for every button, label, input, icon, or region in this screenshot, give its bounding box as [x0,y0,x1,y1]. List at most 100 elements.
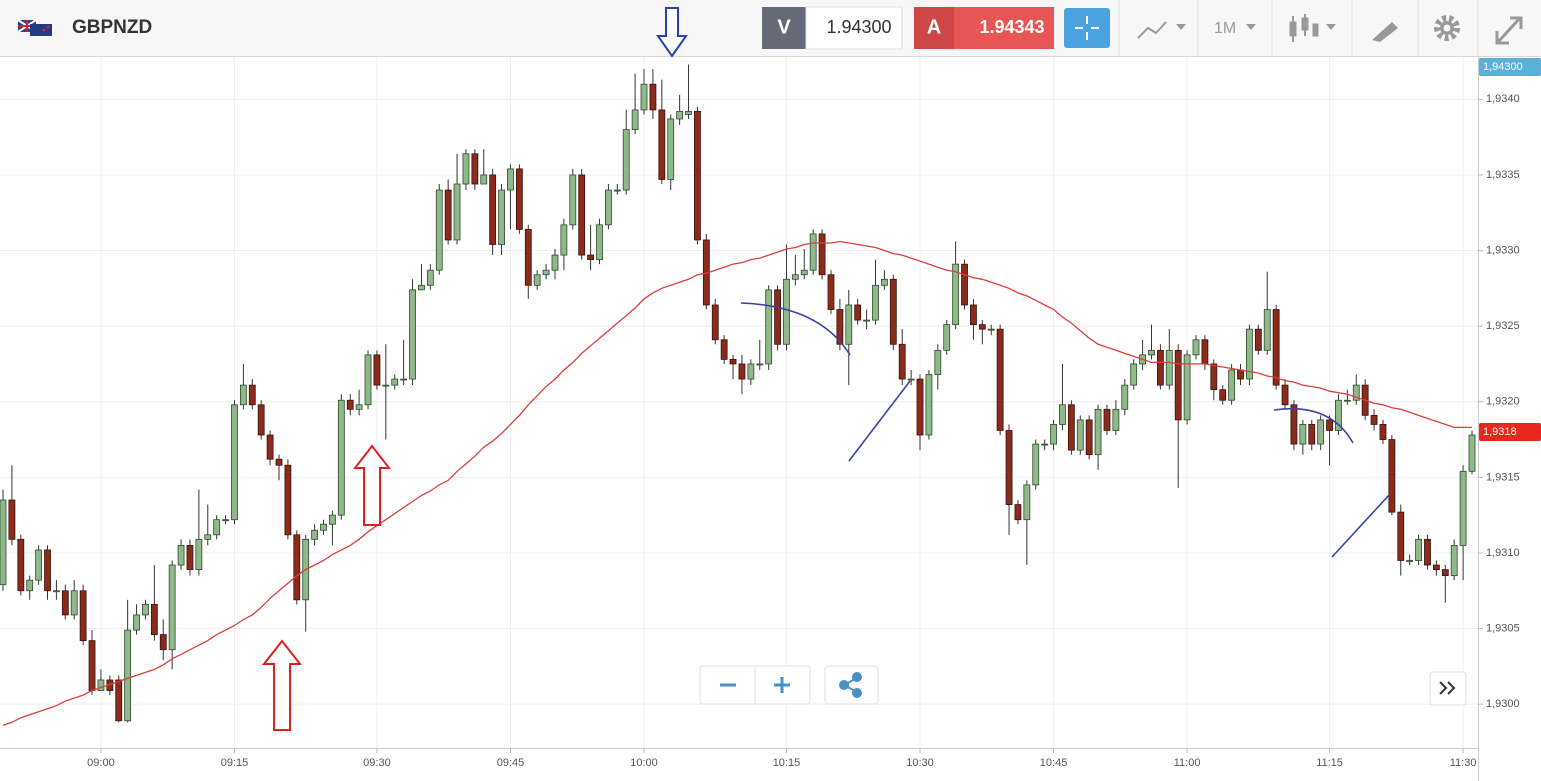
candle-body [346,399,354,410]
candle-body [150,603,158,635]
moving-average-line [2,240,1472,726]
candle-body [1183,354,1191,421]
candle-body [605,189,612,226]
candle-body [1379,424,1387,440]
candle-body [284,464,292,536]
candle-body [925,374,933,436]
candle-body [907,378,915,381]
candle-body [1432,564,1440,570]
candle-body [1290,404,1298,445]
x-tick-label: 10:45 [1040,757,1068,769]
candle-body [364,354,372,406]
candle-body [889,278,897,345]
y-tick-label: 1,9340 [1486,93,1520,105]
candle-body [382,384,390,387]
candle-body [631,109,639,130]
candle-body [524,228,532,286]
zoom-in-button[interactable] [774,677,790,693]
bid-label: V [777,16,791,38]
candle-body [1263,309,1271,351]
candle-body [1050,424,1057,445]
candle-body [1085,419,1093,456]
timeframe[interactable]: 1M [1214,20,1236,37]
y-tick-label: 1,9300 [1486,698,1520,710]
candle-body [453,183,461,241]
draw-button[interactable] [1372,22,1398,42]
candle-body [133,614,140,631]
candle-body [1023,484,1031,521]
moving-average [2,240,1472,726]
candle-body [97,679,105,691]
candle-body [551,254,559,271]
candle-body [622,129,630,191]
candle-body [1228,369,1236,401]
candle-body [1076,419,1084,451]
candle-body [916,378,924,436]
x-tick-label: 09:15 [221,757,249,769]
candle-body [1370,414,1378,425]
chart-type-button[interactable] [1137,21,1186,39]
candle-body [943,324,951,351]
candle-body [79,590,87,642]
candle-body [222,519,229,522]
candle-body [658,109,666,180]
candle-body [934,349,942,375]
candle-body [800,269,808,276]
candle-body [1165,349,1173,386]
candle-body [1254,328,1262,351]
candle-body [61,590,69,616]
flag-icon [17,19,52,36]
candle-body [640,83,648,111]
settings-button[interactable] [1434,15,1460,41]
candles-button[interactable] [1289,14,1336,42]
candle-body [569,174,577,226]
y-tick-label: 1,9315 [1486,471,1520,483]
candle-body [168,564,176,651]
x-tick-label: 09:30 [363,757,391,769]
candle-body [293,534,301,601]
candle-body [44,549,51,592]
candle-body [738,363,746,380]
x-tick-label: 11:00 [1174,757,1201,769]
candle-body [1388,439,1396,513]
candle-body [17,538,25,592]
candle-body [1326,419,1333,431]
candle-body [1121,384,1129,410]
candle-body [275,458,283,466]
candle-body [729,359,737,365]
candle-body [53,590,60,593]
x-tick-label: 09:45 [497,757,525,769]
price-badge-label: 1,9318 [1483,426,1517,438]
candle-body [1397,511,1405,561]
bid-box[interactable] [805,6,903,50]
candle-body [836,309,844,345]
candle-body [88,640,96,691]
candle-body [952,263,960,326]
candle-body [1112,408,1120,431]
candle-body [1272,309,1280,386]
candle-body [1441,569,1449,577]
candle-body [35,549,43,581]
candle-body [1219,389,1227,401]
fullscreen-button[interactable] [1495,16,1523,45]
candle-body [159,634,167,651]
x-tick-label: 11:30 [1450,757,1477,769]
candle-body [471,153,479,185]
bid-button[interactable] [762,7,806,49]
candle-body [239,384,247,406]
candle-body [863,319,870,322]
candle-body [587,254,594,261]
scroll-right-button[interactable] [1439,681,1456,695]
share-button[interactable] [839,672,862,698]
candle-body [26,579,34,592]
candles [0,64,1476,723]
crosshair-button[interactable] [1064,8,1110,48]
candle-body [489,174,497,245]
candle-body [186,544,194,570]
candle-body [881,278,888,286]
candle-body [70,590,78,616]
candle-body [1281,384,1289,406]
candle-body [1059,404,1066,425]
timeframe-caret [1246,24,1256,30]
candle-body [1308,424,1316,445]
